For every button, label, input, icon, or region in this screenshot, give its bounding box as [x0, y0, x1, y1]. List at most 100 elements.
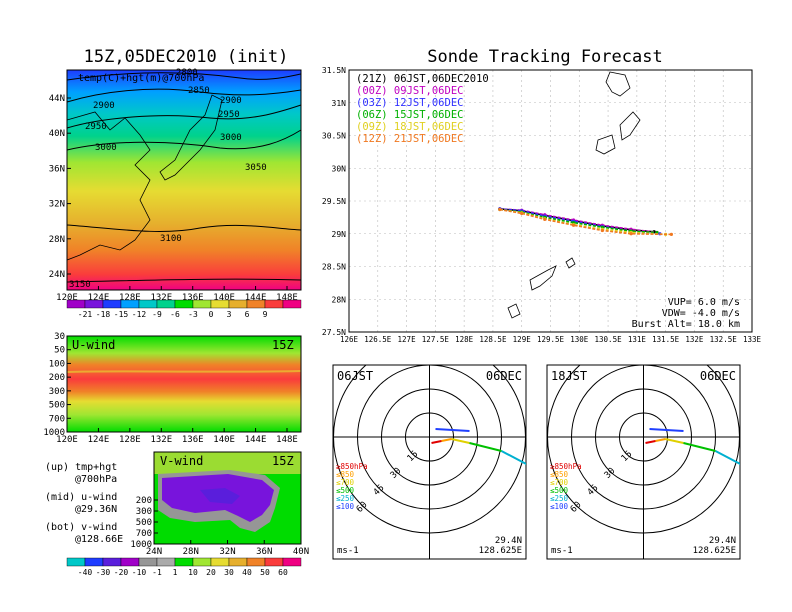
track-lon-label: 126E [340, 335, 359, 344]
colorbar-swatch [246, 557, 266, 567]
colorbar-label: -9 [152, 310, 162, 319]
tick-label: 132E [150, 435, 172, 445]
hodograph-trace [451, 438, 470, 444]
hodograph-lat: 29.4N [709, 536, 736, 546]
colorbar-swatch [174, 299, 194, 309]
colorbar-swatch [282, 557, 302, 567]
track-lon-label: 129.5E [537, 335, 565, 344]
colorbar-label: 10 [188, 568, 198, 577]
colorbar-label: -12 [132, 310, 147, 319]
level-legend: ≤250 [336, 494, 355, 503]
track-lat-label: 27.5N [322, 328, 346, 337]
tick-label: 28N [49, 235, 65, 245]
vwind-lat-ticks: 24N 28N 32N 36N 40N [146, 540, 309, 557]
contour-label: 2950 [218, 110, 240, 120]
contour-label: 2850 [188, 86, 210, 96]
tick-label: 500 [49, 401, 65, 411]
vwind-time: 15Z [272, 454, 294, 468]
colorbar-label: -15 [114, 310, 129, 319]
level-legend: ≤250 [550, 494, 569, 503]
map700-frame [66, 69, 302, 291]
track-point [629, 232, 633, 236]
colorbar-swatch [156, 557, 176, 567]
track-lat-label: 28N [332, 295, 347, 304]
contour-label: 3150 [69, 280, 91, 290]
island-outline [507, 303, 521, 319]
hodograph-trace [441, 438, 452, 442]
island-outline [595, 134, 616, 155]
colorbar-swatch [84, 299, 104, 309]
tick-label: 28N [183, 547, 199, 557]
track-lat-label: 30.5N [322, 132, 346, 141]
track-point [520, 211, 524, 216]
track-point [543, 217, 547, 221]
tick-label: 128E [119, 435, 141, 445]
right-title: Sonde Tracking Forecast [427, 47, 662, 67]
colorbar-swatch [282, 299, 302, 309]
tick-label: 24N [49, 270, 65, 280]
tick-label: 32N [49, 200, 65, 210]
param-vdw: VDW= -4.0 m/s [662, 308, 740, 319]
uwind-time: 15Z [272, 338, 294, 352]
colorbar-label: -40 [78, 568, 93, 577]
vwind-core [200, 488, 240, 504]
colorbar-swatch [138, 557, 158, 567]
note-mid: (mid) u-wind [45, 492, 117, 503]
colorbar-label: -1 [152, 568, 162, 577]
track-frame [348, 69, 753, 333]
island-outline [565, 257, 576, 269]
contour-label: 2900 [220, 96, 242, 106]
colorbar-label: -30 [96, 568, 111, 577]
hodograph-trace [655, 438, 666, 442]
hodograph-trace [501, 450, 526, 466]
colorbar-swatch [102, 299, 122, 309]
track-point [498, 207, 502, 212]
note-bot-lon: @128.66E [75, 534, 123, 545]
tick-label: 144E [245, 435, 267, 445]
tick-label: 700 [136, 529, 152, 539]
track-lon-label: 130E [570, 335, 589, 344]
tick-label: 36N [49, 164, 65, 174]
hodograph-lat: 29.4N [495, 536, 522, 546]
track-lon-label: 130.5E [595, 335, 623, 344]
colorbar-label: 20 [206, 568, 216, 577]
map700-field [67, 70, 301, 290]
tick-label: 36N [256, 547, 272, 557]
track-lon-label: 128E [455, 335, 474, 344]
contour-label: 2800 [176, 68, 198, 78]
track-lat-label: 28.5N [322, 263, 346, 272]
level-legend: ≥850hPa [336, 462, 368, 471]
colorbar-label: -6 [170, 310, 180, 319]
level-legend: ≤700 [336, 478, 355, 487]
colorbar-swatch [228, 557, 248, 567]
tick-label: 500 [136, 518, 152, 528]
contour-label: 3100 [160, 234, 182, 244]
track-point [600, 228, 604, 233]
track-lon-label: 127E [398, 335, 417, 344]
tick-label: 128E [119, 293, 141, 303]
contour-line [66, 224, 302, 232]
colorbar-swatch [174, 557, 194, 567]
tick-label: 32N [219, 547, 235, 557]
hodograph-trace [431, 440, 442, 444]
track-lon-label: 127.5E [422, 335, 450, 344]
map700-lat-ticks: 44N 40N 36N 32N 28N 24N [49, 94, 71, 280]
colorbar-swatch [264, 557, 284, 567]
left-title: 15Z,05DEC2010 (init) [84, 47, 289, 67]
track-panel: 27.5N 28N 28.5N 29N 29.5N 30N 30.5N 31N 31.5N 12… [322, 66, 762, 344]
legend-entry: (09Z) 18JST,06DEC [356, 121, 463, 133]
param-vup: VUP= 6.0 m/s [668, 297, 740, 308]
tick-label: 120E [56, 435, 78, 445]
colorbar-swatch [66, 299, 86, 309]
tick-label: 140E [213, 293, 235, 303]
colorbar-swatch [228, 299, 248, 309]
colorbar-label: 60 [278, 568, 288, 577]
map700-panel: 2800 2850 2900 2900 2950 2950 3000 3000 … [49, 68, 302, 303]
coastline-asia [66, 111, 151, 261]
level-legend: ≥850hPa [550, 462, 582, 471]
track-series-group [498, 207, 674, 237]
hodograph-unit: ms-1 [551, 546, 573, 556]
